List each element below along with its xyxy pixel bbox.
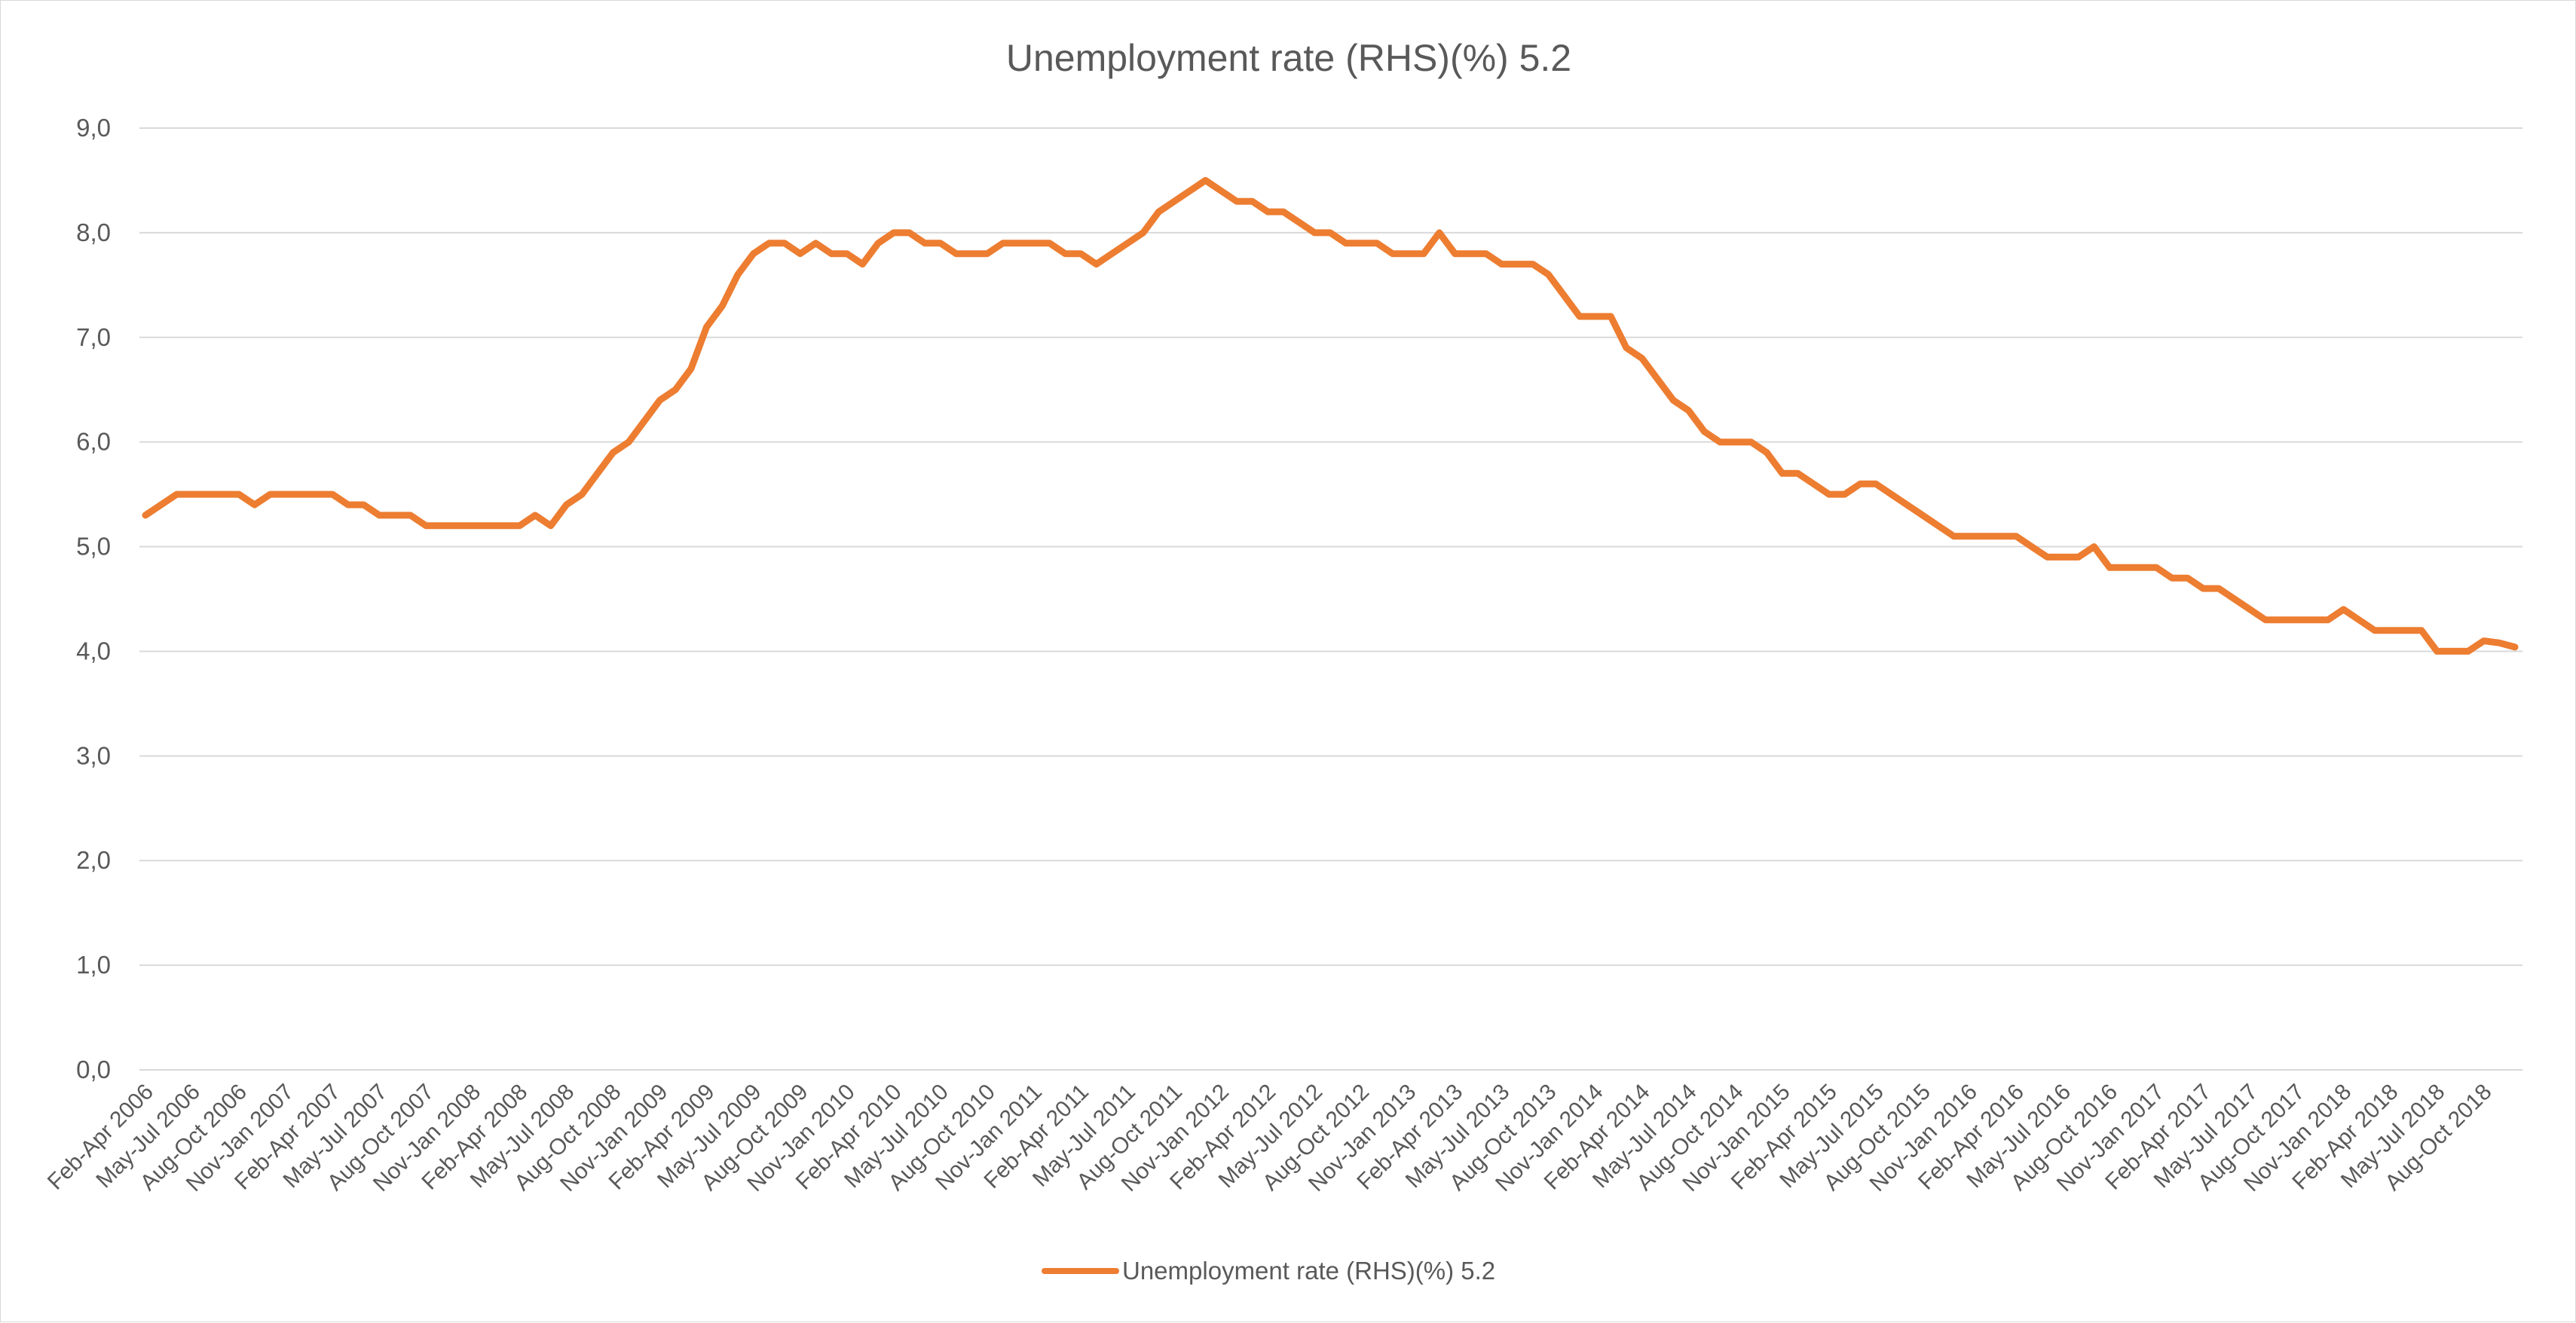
legend: Unemployment rate (RHS)(%) 5.2 [1042, 1257, 1495, 1285]
gridlines [139, 127, 2522, 1071]
y-tick-label: 6,0 [76, 428, 111, 456]
y-tick-label: 3,0 [76, 741, 111, 769]
y-tick-label: 4,0 [76, 637, 111, 665]
y-tick-label: 8,0 [76, 218, 111, 246]
series-group [142, 176, 2519, 655]
series-line [142, 176, 2519, 655]
y-tick-label: 9,0 [76, 114, 111, 142]
y-tick-label: 0,0 [76, 1056, 111, 1083]
y-axis-ticks: 0,0 1,0 2,0 3,0 4,0 5,0 6,0 7,0 8,0 9,0 [76, 114, 111, 1083]
y-tick-label: 5,0 [76, 533, 111, 561]
chart-title: Unemployment rate (RHS)(%) 5.2 [1006, 37, 1571, 79]
y-tick-label: 1,0 [76, 951, 111, 979]
y-tick-label: 2,0 [76, 846, 111, 874]
y-tick-label: 7,0 [76, 323, 111, 351]
legend-label: Unemployment rate (RHS)(%) 5.2 [1122, 1257, 1495, 1285]
